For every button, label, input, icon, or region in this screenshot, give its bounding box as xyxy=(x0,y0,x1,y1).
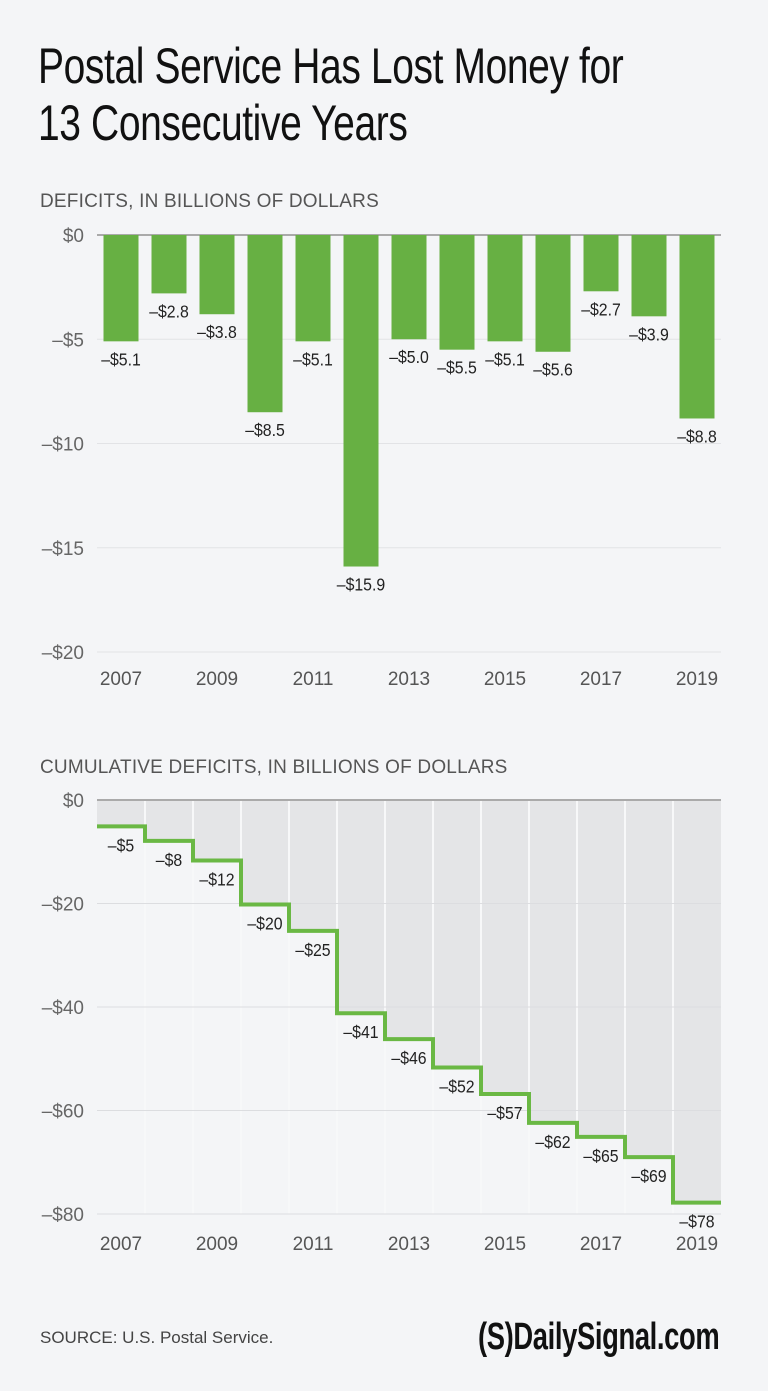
x-tick-label: 2017 xyxy=(580,669,622,690)
bar-2014 xyxy=(439,235,475,350)
bar-2019 xyxy=(679,235,715,419)
y-tick-label: –$60 xyxy=(42,1102,84,1123)
bar-2010 xyxy=(247,235,283,413)
title-line-1: Postal Service Has Lost Money for xyxy=(38,38,624,94)
data-label: –$5.6 xyxy=(533,360,573,380)
area-fill-2010 xyxy=(241,800,289,905)
data-label: –$52 xyxy=(439,1077,474,1097)
data-label: –$57 xyxy=(487,1103,522,1123)
data-label: –$25 xyxy=(295,940,330,960)
chart-title: Postal Service Has Lost Money for 13 Con… xyxy=(38,38,740,152)
daily-signal-logo: (S)DailySignal.com xyxy=(478,1316,720,1358)
y-tick-label: –$5 xyxy=(52,330,84,351)
x-tick-label: 2009 xyxy=(196,669,238,690)
bar-2016 xyxy=(535,235,571,352)
area-fill-2013 xyxy=(385,800,433,1040)
area-fill-2017 xyxy=(577,800,625,1137)
data-label: –$78 xyxy=(679,1212,714,1232)
data-label: –$46 xyxy=(391,1048,426,1068)
source-note: SOURCE: U.S. Postal Service. xyxy=(40,1328,274,1347)
area-fill-2008 xyxy=(145,800,193,841)
bar-2007 xyxy=(103,235,139,342)
area-fill-2009 xyxy=(193,800,241,861)
data-label: –$2.8 xyxy=(149,301,189,321)
area-fill-2014 xyxy=(433,800,481,1068)
data-label: –$69 xyxy=(631,1166,666,1186)
x-tick-label: 2011 xyxy=(293,1234,334,1255)
data-label: –$12 xyxy=(199,870,234,890)
bar-2013 xyxy=(391,235,427,340)
x-tick-label: 2015 xyxy=(484,1234,526,1255)
x-tick-label: 2007 xyxy=(100,1234,142,1255)
data-label: –$15.9 xyxy=(337,575,385,595)
y-tick-label: $0 xyxy=(63,226,84,247)
x-tick-label: 2019 xyxy=(676,669,718,690)
x-tick-label: 2015 xyxy=(484,669,526,690)
data-label: –$5 xyxy=(108,835,134,855)
title-line-2: 13 Consecutive Years xyxy=(38,95,408,151)
y-tick-label: –$40 xyxy=(42,998,84,1019)
area-fill-2011 xyxy=(289,800,337,931)
y-tick-label: –$15 xyxy=(42,539,84,560)
x-tick-label: 2013 xyxy=(388,669,430,690)
x-tick-label: 2009 xyxy=(196,1234,238,1255)
area-fill-2012 xyxy=(337,800,385,1014)
area-fill-2018 xyxy=(625,800,673,1158)
data-label: –$20 xyxy=(247,914,282,934)
data-label: –$3.9 xyxy=(629,324,669,344)
area-fill-2007 xyxy=(97,800,145,827)
x-tick-label: 2017 xyxy=(580,1234,622,1255)
annual-deficits-bar-chart: $0 –$5 –$10 –$15 –$20 –$5.1 –$2.8 –$3.8 –$8.5 –$5… xyxy=(42,226,721,690)
data-label: –$5.1 xyxy=(485,349,525,369)
area-fill-2019 xyxy=(673,800,721,1203)
cumulative-step-line xyxy=(97,824,721,1205)
area-fill-2015 xyxy=(481,800,529,1094)
bar-2011 xyxy=(295,235,331,342)
x-tick-label: 2011 xyxy=(293,669,334,690)
area-fill-2016 xyxy=(529,800,577,1123)
bar-2008 xyxy=(151,235,187,294)
data-label: –$5.1 xyxy=(101,349,141,369)
y-tick-label: $0 xyxy=(63,791,84,812)
bar-chart-subtitle: DEFICITS, IN BILLIONS OF DOLLARS xyxy=(40,191,379,212)
data-label: –$8 xyxy=(156,850,182,870)
data-label: –$65 xyxy=(583,1146,618,1166)
x-tick-label: 2013 xyxy=(388,1234,430,1255)
data-label: –$5.0 xyxy=(389,347,429,367)
bar-2018 xyxy=(631,235,667,317)
y-tick-label: –$80 xyxy=(42,1205,84,1226)
y-tick-label: –$20 xyxy=(42,643,84,664)
bar-2017 xyxy=(583,235,619,292)
data-label: –$41 xyxy=(343,1022,378,1042)
step-chart-subtitle: CUMULATIVE DEFICITS, IN BILLIONS OF DOLL… xyxy=(40,757,508,778)
data-label: –$5.1 xyxy=(293,349,333,369)
data-label: –$62 xyxy=(535,1132,570,1152)
bar-2012 xyxy=(343,235,379,567)
bar-2009 xyxy=(199,235,235,315)
x-tick-label: 2007 xyxy=(100,669,142,690)
data-label: –$8.8 xyxy=(677,427,717,447)
y-tick-label: –$20 xyxy=(42,895,84,916)
bar-2015 xyxy=(487,235,523,342)
data-label: –$5.5 xyxy=(437,358,477,378)
data-label: –$8.5 xyxy=(245,420,285,440)
x-tick-label: 2019 xyxy=(676,1234,718,1255)
cumulative-deficits-step-chart: $0 –$20 –$40 –$60 –$80 –$5 –$8 –$12 –$20 –$25 –$41… xyxy=(42,791,721,1255)
data-label: –$2.7 xyxy=(581,299,621,319)
data-label: –$3.8 xyxy=(197,322,237,342)
y-tick-label: –$10 xyxy=(42,435,84,456)
